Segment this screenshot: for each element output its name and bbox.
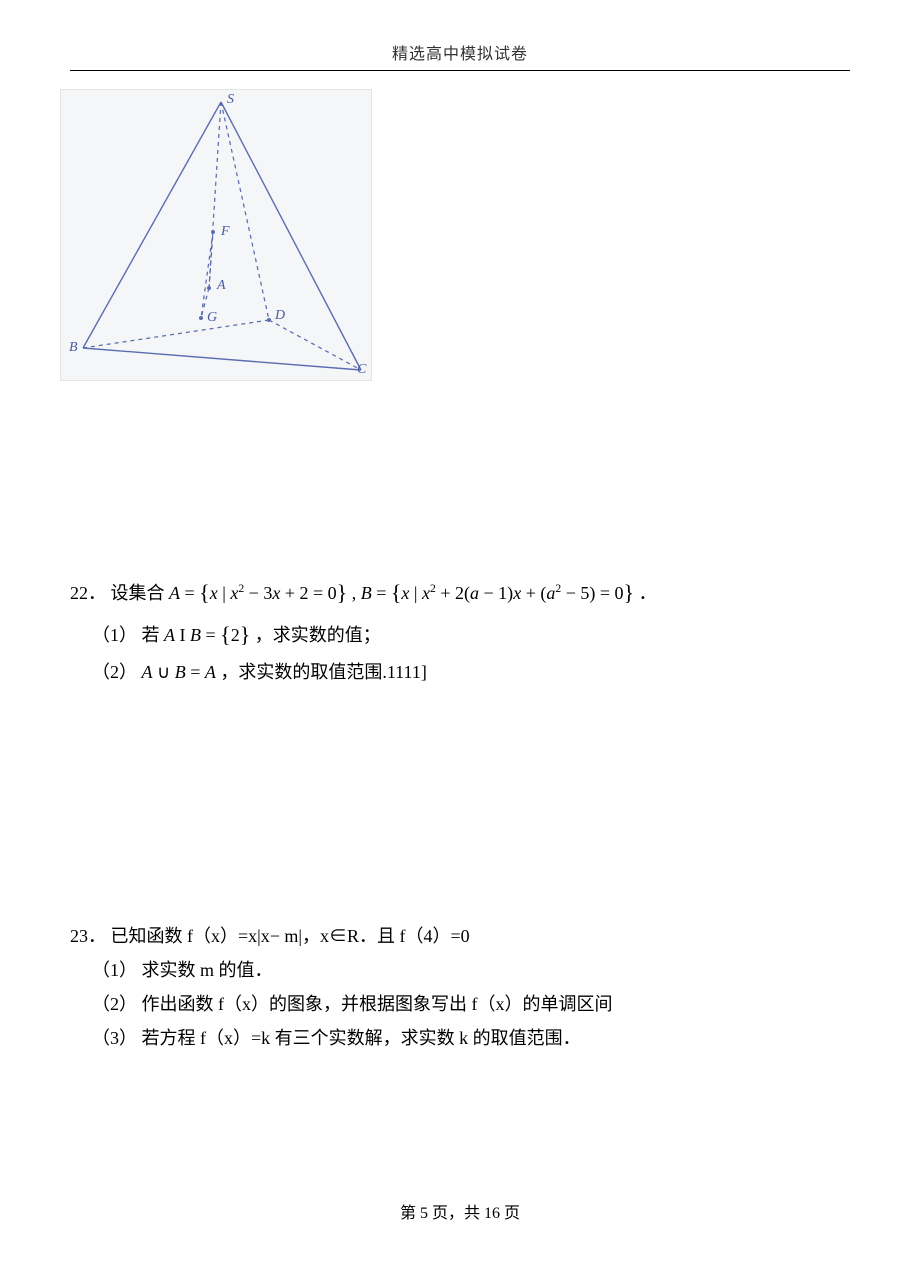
q22-p1-pre: 若 (142, 625, 165, 645)
q22-setB: B = {x | x2 + 2(a − 1)x + (a2 − 5) = 0} (361, 583, 639, 603)
footer-prefix: 第 (400, 1205, 420, 1222)
q22-B-lhs: B (361, 583, 372, 603)
q22-p2-B: B (175, 662, 186, 682)
vertex-D: D (275, 308, 285, 324)
q23-part2: （2） 作出函数 f（x）的图象，并根据图象写出 f（x）的单调区间 (92, 987, 850, 1021)
q22-setA: A = {x | x2 − 3x + 2 = 0} (169, 583, 352, 603)
q22-p1-rbrace: } (240, 622, 251, 647)
vertex-B: B (69, 340, 78, 356)
q22-p2-A: A (142, 662, 153, 682)
q23-stem-text: 已知函数 f（x）=x|x− m|，x∈R．且 f（4）=0 (111, 926, 470, 946)
footer-total: 16 (484, 1205, 500, 1222)
page: 精选高中模拟试卷 S B C D A F G 22． 设集合 A = {x | … (0, 0, 920, 1273)
q22-part2: （2） A ∪ B = A ，求实数的取值范围.1111] (92, 655, 850, 689)
q23-p3-label: （3） (92, 1028, 137, 1048)
header-rule (70, 70, 850, 71)
q22-part1: （1） 若 A I B = {2} ，求实数的值； (92, 613, 850, 655)
pyramid-svg (61, 90, 371, 380)
footer-suffix: 页 (504, 1205, 520, 1222)
q22-number: 22． (70, 583, 106, 603)
q22-p2-post: ，求实数的取值范围.1111] (220, 662, 427, 682)
q23-p1-text: 求实数 m 的值． (142, 960, 273, 980)
q23-part3: （3） 若方程 f（x）=k 有三个实数解，求实数 k 的取值范围． (92, 1021, 850, 1055)
vertex-C: C (357, 362, 366, 378)
q23-p3-text: 若方程 f（x）=k 有三个实数解，求实数 k 的取值范围． (142, 1028, 581, 1048)
q23-p1-label: （1） (92, 960, 137, 980)
q22-p1-B: B (190, 625, 201, 645)
page-footer: 第 5 页，共 16 页 (0, 1199, 920, 1223)
q22-p2-cup: ∪ (157, 662, 175, 682)
q22-A-eq: = (180, 583, 199, 603)
vertex-F: F (221, 224, 230, 240)
q22-p2-eq: = (190, 662, 205, 682)
q22-p1-eq: = (206, 625, 221, 645)
q22-p2-rhs: A (205, 662, 216, 682)
q22-p1-post: ，求实数的值； (255, 625, 381, 645)
q22-p1-cap: I (180, 625, 191, 645)
question-23: 23． 已知函数 f（x）=x|x− m|，x∈R．且 f（4）=0 （1） 求… (70, 919, 850, 1056)
q23-p2-text: 作出函数 f（x）的图象，并根据图象写出 f（x）的单调区间 (142, 994, 613, 1014)
q23-number: 23． (70, 926, 106, 946)
footer-mid: 页，共 (432, 1205, 484, 1222)
vertex-G: G (207, 310, 217, 326)
q22-p1-set: 2 (231, 625, 240, 645)
vertex-S: S (227, 92, 234, 108)
q22-p1-A: A (164, 625, 175, 645)
page-header: 精选高中模拟试卷 (70, 40, 850, 70)
footer-page: 5 (420, 1205, 428, 1222)
q22-stem-pre: 设集合 (111, 583, 170, 603)
q22-A-lhs: A (169, 583, 180, 603)
q22-p1-lbrace: { (220, 622, 231, 647)
q22-stem: 22． 设集合 A = {x | x2 − 3x + 2 = 0} , B = … (70, 571, 850, 613)
q23-p2-label: （2） (92, 994, 137, 1014)
q23-stem: 23． 已知函数 f（x）=x|x− m|，x∈R．且 f（4）=0 (70, 919, 850, 953)
q22-stem-post: ． (639, 583, 657, 603)
q22-p1-label: （1） (92, 625, 137, 645)
q23-part1: （1） 求实数 m 的值． (92, 953, 850, 987)
pyramid-figure: S B C D A F G (60, 89, 372, 381)
vertex-A: A (217, 278, 226, 294)
q22-p2-label: （2） (92, 662, 137, 682)
q22-comma: , (352, 583, 361, 603)
question-22: 22． 设集合 A = {x | x2 − 3x + 2 = 0} , B = … (70, 571, 850, 689)
